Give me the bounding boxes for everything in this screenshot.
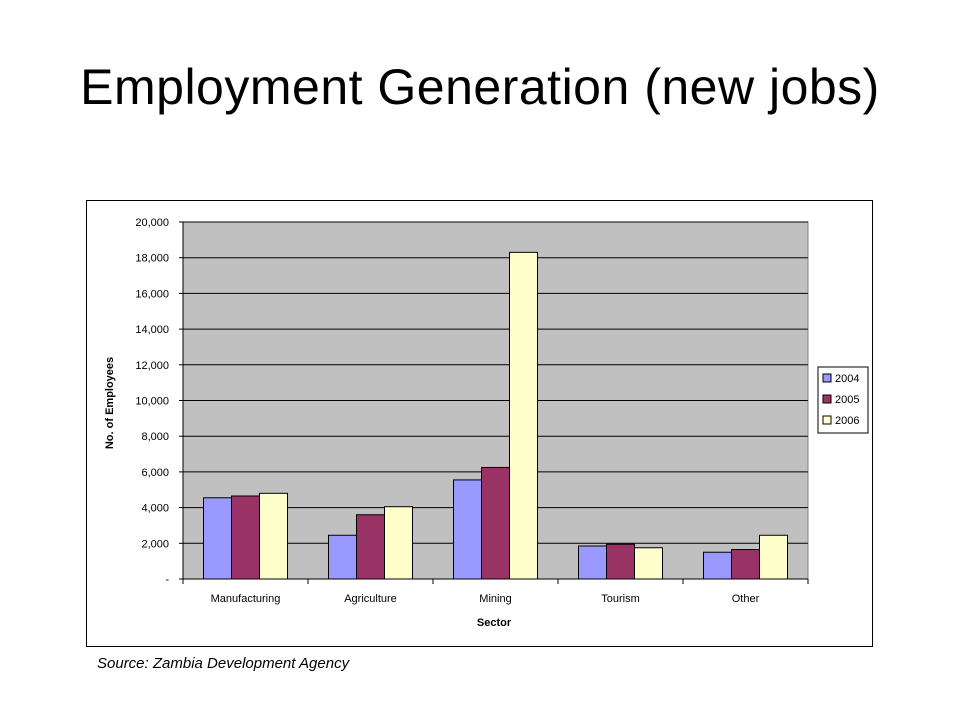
bar-2004-other [703, 551, 732, 580]
bar-2006-mining [509, 251, 538, 580]
y-tick-label: 14,000 [135, 324, 169, 336]
chart-container: - 2,000 4,000 6,000 8,000 10,000 12,000 14,000 1… [86, 200, 873, 647]
y-tick-label: 12,000 [135, 360, 169, 372]
y-tick-label: 6,000 [141, 467, 169, 479]
bar-2005-manufacturing [231, 495, 260, 580]
x-tick-label: Manufacturing [211, 593, 281, 605]
y-tick-label: 20,000 [135, 217, 169, 229]
bar-2006-other [759, 534, 788, 580]
bar-2006-manufacturing [259, 492, 288, 580]
y-tick-label: - [165, 574, 169, 586]
legend-swatch-2004 [822, 373, 832, 383]
bar-2004-agriculture [328, 534, 357, 580]
x-axis-title: Sector [477, 617, 512, 629]
bar-chart: - 2,000 4,000 6,000 8,000 10,000 12,000 14,000 1… [104, 217, 869, 629]
slide-title: Employment Generation (new jobs) [80, 59, 880, 115]
legend-swatch-2005 [822, 394, 832, 404]
x-tick-label: Agriculture [344, 593, 397, 605]
bar-2005-other [731, 549, 760, 580]
legend-label-2004: 2004 [835, 373, 859, 385]
bar-2005-mining [481, 466, 510, 580]
y-tick-label: 4,000 [141, 503, 169, 515]
y-tick-label: 16,000 [135, 288, 169, 300]
x-tick-label: Mining [479, 593, 511, 605]
bar-2004-manufacturing [203, 497, 232, 580]
y-tick-label: 2,000 [141, 538, 169, 550]
y-tick-label: 8,000 [141, 431, 169, 443]
x-tick-label: Tourism [601, 593, 640, 605]
bar-2005-agriculture [356, 514, 385, 580]
x-tick-label: Other [732, 593, 760, 605]
bar-2006-tourism [634, 547, 663, 580]
legend-label-2006: 2006 [835, 415, 859, 427]
bar-2005-tourism [606, 543, 635, 580]
y-tick-label: 18,000 [135, 253, 169, 265]
source-note: Source: Zambia Development Agency [97, 655, 350, 672]
bar-2004-tourism [578, 545, 607, 580]
bar-2006-agriculture [384, 506, 413, 580]
legend-swatch-2006 [822, 415, 832, 425]
legend-label-2005: 2005 [835, 394, 859, 406]
y-tick-label: 10,000 [135, 396, 169, 408]
y-axis-title: No. of Employees [104, 357, 116, 449]
bar-2004-mining [453, 479, 482, 580]
